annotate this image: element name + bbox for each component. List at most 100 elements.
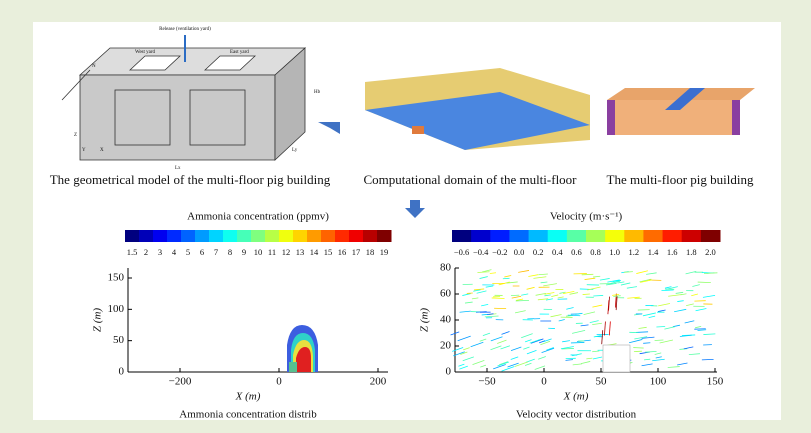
x-tick-label: 150: [707, 376, 724, 388]
domain-model: [365, 68, 590, 150]
vector: [562, 291, 575, 294]
vector: [523, 346, 530, 350]
vector: [546, 347, 554, 351]
colorbar-label: 2: [144, 247, 148, 257]
colorbar-cell: [153, 230, 168, 242]
vector: [479, 338, 487, 342]
colorbar-cell: [181, 230, 196, 242]
vector: [654, 352, 662, 355]
vector: [528, 274, 539, 277]
x-tick-label: 0: [276, 376, 282, 388]
bldg-side: [732, 100, 740, 135]
vector: [521, 333, 533, 339]
vector: [691, 293, 698, 297]
vector: [481, 313, 489, 316]
vector: [569, 292, 579, 295]
colorbar-label: 13: [296, 247, 305, 257]
colorbar-label: 6: [200, 247, 204, 257]
vector: [453, 351, 465, 357]
colorbar-label: 0.2: [533, 247, 544, 257]
vector: [499, 361, 509, 366]
colorbar-label: 11: [268, 247, 276, 257]
colorbar-cell: [307, 230, 322, 242]
vector: [610, 280, 621, 284]
vector: [606, 282, 617, 286]
vector: [592, 322, 602, 326]
vector: [524, 339, 532, 343]
vector: [514, 310, 526, 314]
caption: Velocity vector distribution: [516, 409, 637, 421]
colorbar-cell: [125, 230, 140, 242]
vector: [540, 281, 548, 284]
vector: [459, 310, 471, 313]
vector: [493, 364, 506, 370]
colorbar-cell: [139, 230, 154, 242]
y-tick-label: 0: [119, 366, 125, 378]
vector: [639, 278, 652, 283]
vector: [593, 295, 604, 297]
bldg-side: [607, 100, 615, 135]
vector: [471, 297, 479, 300]
y-tick-label: 80: [440, 262, 452, 274]
label: N: [92, 64, 96, 69]
vector: [561, 348, 574, 350]
vector: [460, 351, 468, 355]
x-tick-label: −50: [478, 376, 496, 388]
colorbar-label: 1.0: [609, 247, 620, 257]
vector: [629, 339, 643, 344]
vector: [518, 270, 530, 273]
vector: [583, 311, 596, 316]
vector: [664, 326, 675, 330]
vector: [640, 279, 653, 283]
colorbar-cell: [509, 230, 530, 242]
vector: [500, 345, 511, 350]
colorbar-cell: [265, 230, 280, 242]
colorbar-cell: [566, 230, 587, 242]
colorbar-cell: [237, 230, 252, 242]
vector: [580, 324, 589, 327]
colorbar-label: 14: [310, 247, 319, 257]
colorbar-cell: [586, 230, 606, 242]
colorbar-cell: [251, 230, 266, 242]
vector: [575, 312, 583, 315]
colorbar-label: 8: [228, 247, 232, 257]
label: X: [100, 148, 104, 153]
vector: [544, 294, 551, 297]
north-arrow: [61, 69, 91, 101]
colorbar-label: 1.8: [686, 247, 697, 257]
x-tick-label: 200: [370, 376, 387, 388]
vector: [702, 294, 716, 298]
vector: [703, 333, 716, 335]
colorbar-label: −0.2: [492, 247, 507, 257]
label: Y: [82, 148, 86, 153]
vector: [612, 294, 620, 296]
caption: The multi-floor pig building: [607, 172, 754, 187]
colorbar-cell: [528, 230, 549, 242]
vector: [641, 336, 655, 339]
vector: [462, 293, 471, 296]
vector: [480, 364, 487, 368]
vector: [521, 293, 529, 296]
vector: [473, 288, 485, 291]
vector: [557, 296, 564, 299]
vector: [592, 356, 603, 360]
vector: [580, 361, 591, 364]
colorbar-label: 9: [242, 247, 246, 257]
colorbar-cell: [662, 230, 683, 242]
vector: [463, 347, 470, 351]
vector: [697, 281, 711, 284]
box-top: [78, 47, 307, 76]
vector: [655, 356, 662, 359]
vector: [497, 339, 507, 344]
label: Release (ventilation yard): [159, 27, 211, 32]
vector: [680, 293, 687, 296]
colorbar-label: 1.4: [648, 247, 659, 257]
vector: [683, 346, 694, 350]
vector: [677, 300, 684, 302]
vector: [524, 362, 532, 366]
vector: [703, 272, 718, 274]
vector: [516, 298, 524, 301]
vector: [545, 298, 553, 301]
vector: [684, 320, 695, 324]
